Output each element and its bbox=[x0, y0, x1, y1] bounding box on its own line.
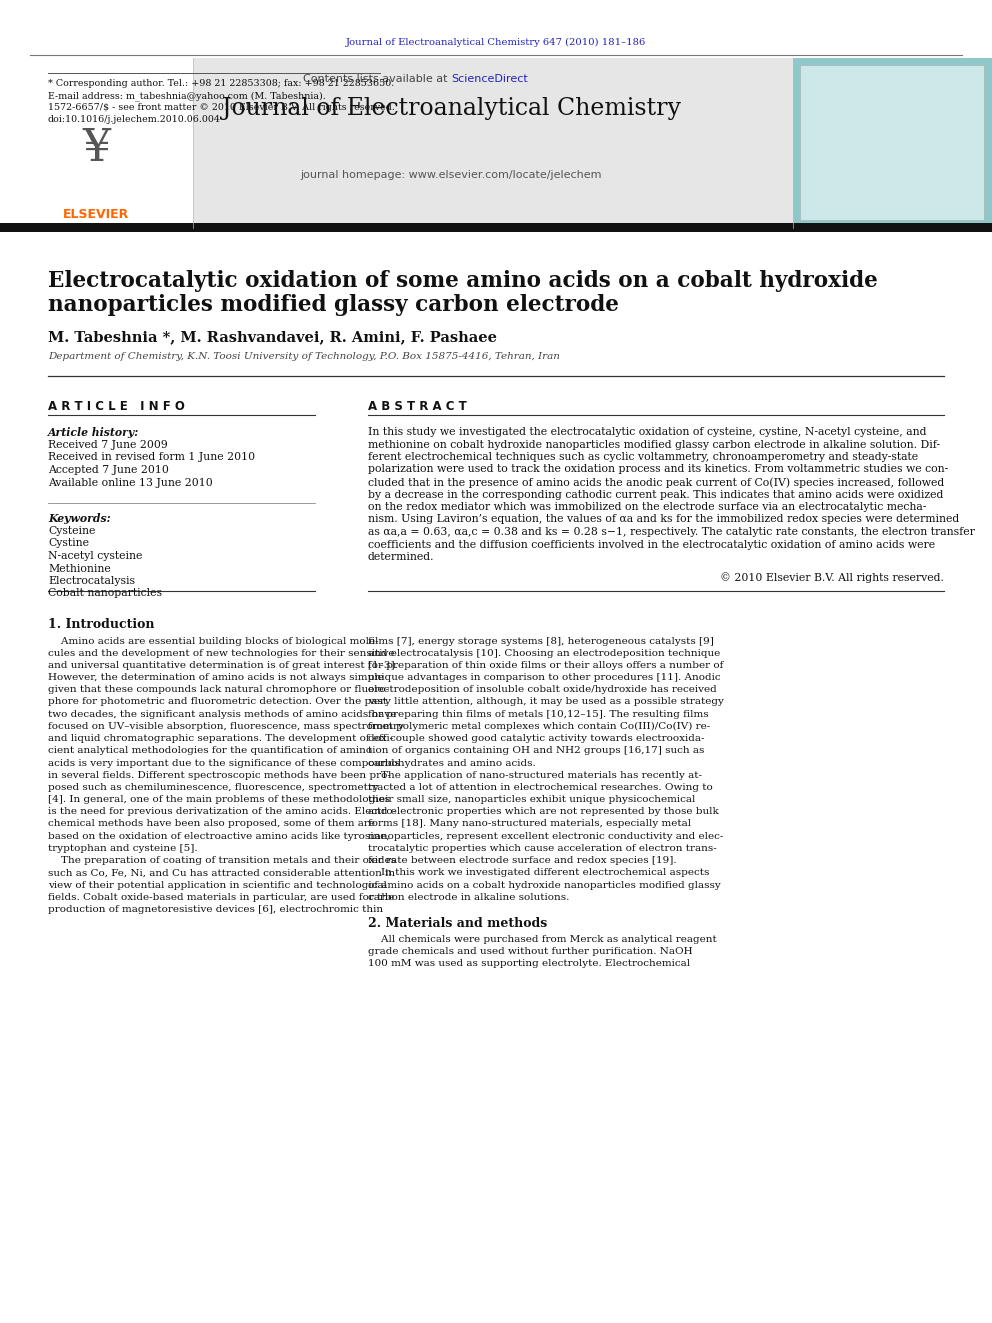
Bar bbox=[0, 224, 992, 232]
Text: In this work we investigated different electrochemical aspects: In this work we investigated different e… bbox=[368, 868, 709, 877]
Text: 2. Materials and methods: 2. Materials and methods bbox=[368, 917, 548, 930]
Text: Electrocatalytic oxidation of some amino acids on a cobalt hydroxide: Electrocatalytic oxidation of some amino… bbox=[48, 270, 878, 292]
Text: electrodeposition of insoluble cobalt oxide/hydroxide has received: electrodeposition of insoluble cobalt ox… bbox=[368, 685, 717, 695]
Text: polarization were used to track the oxidation process and its kinetics. From vol: polarization were used to track the oxid… bbox=[368, 464, 948, 475]
Text: Methionine: Methionine bbox=[48, 564, 111, 573]
Bar bbox=[0, 58, 193, 228]
Text: methionine on cobalt hydroxide nanoparticles modified glassy carbon electrode in: methionine on cobalt hydroxide nanoparti… bbox=[368, 439, 940, 450]
Text: fields. Cobalt oxide-based materials in particular, are used for the: fields. Cobalt oxide-based materials in … bbox=[48, 893, 394, 902]
Text: in several fields. Different spectroscopic methods have been pro-: in several fields. Different spectroscop… bbox=[48, 771, 391, 779]
Text: cluded that in the presence of amino acids the anodic peak current of Co(IV) spe: cluded that in the presence of amino aci… bbox=[368, 478, 944, 488]
Text: based on the oxidation of electroactive amino acids like tyrosine,: based on the oxidation of electroactive … bbox=[48, 832, 390, 840]
Text: journal homepage: www.elsevier.com/locate/jelechem: journal homepage: www.elsevier.com/locat… bbox=[301, 169, 602, 180]
Text: and liquid chromatographic separations. The development of effi-: and liquid chromatographic separations. … bbox=[48, 734, 393, 744]
Text: and electronic properties which are not represented by those bulk: and electronic properties which are not … bbox=[368, 807, 719, 816]
Text: coefficients and the diffusion coefficients involved in the electrocatalytic oxi: coefficients and the diffusion coefficie… bbox=[368, 540, 935, 549]
Text: acids is very important due to the significance of these compounds: acids is very important due to the signi… bbox=[48, 758, 400, 767]
Text: Accepted 7 June 2010: Accepted 7 June 2010 bbox=[48, 464, 169, 475]
Text: 1. Introduction: 1. Introduction bbox=[48, 618, 155, 631]
Text: Journal of Electroanalytical Chemistry: Journal of Electroanalytical Chemistry bbox=[222, 97, 681, 120]
Text: The application of nano-structured materials has recently at-: The application of nano-structured mater… bbox=[368, 771, 702, 779]
Text: E-mail address: m_tabeshnia@yahoo.com (M. Tabeshnia).: E-mail address: m_tabeshnia@yahoo.com (M… bbox=[48, 91, 325, 101]
Text: carbon electrode in alkaline solutions.: carbon electrode in alkaline solutions. bbox=[368, 893, 569, 902]
Text: Electrocatalysis: Electrocatalysis bbox=[48, 576, 135, 586]
Text: and universal quantitative determination is of great interest [1–3].: and universal quantitative determination… bbox=[48, 662, 398, 669]
Text: focused on UV–visible absorption, fluorescence, mass spectrometry: focused on UV–visible absorption, fluore… bbox=[48, 722, 404, 730]
Text: chemical methods have been also proposed, some of them are: chemical methods have been also proposed… bbox=[48, 819, 375, 828]
Text: grade chemicals and used without further purification. NaOH: grade chemicals and used without further… bbox=[368, 947, 692, 957]
Text: Keywords:: Keywords: bbox=[48, 513, 111, 524]
Text: by a decrease in the corresponding cathodic current peak. This indicates that am: by a decrease in the corresponding catho… bbox=[368, 490, 943, 500]
Text: nanoparticles modified glassy carbon electrode: nanoparticles modified glassy carbon ele… bbox=[48, 294, 619, 316]
Text: trocatalytic properties which cause acceleration of electron trans-: trocatalytic properties which cause acce… bbox=[368, 844, 717, 853]
Text: N-acetyl cysteine: N-acetyl cysteine bbox=[48, 550, 143, 561]
Text: nism. Using Laviron’s equation, the values of αa and ks for the immobilized redo: nism. Using Laviron’s equation, the valu… bbox=[368, 515, 959, 524]
Text: * Corresponding author. Tel.: +98 21 22853308; fax: +98 21 22853650.: * Corresponding author. Tel.: +98 21 228… bbox=[48, 79, 394, 89]
Text: phore for photometric and fluorometric detection. Over the past: phore for photometric and fluorometric d… bbox=[48, 697, 387, 706]
Text: of amino acids on a cobalt hydroxide nanoparticles modified glassy: of amino acids on a cobalt hydroxide nan… bbox=[368, 881, 721, 889]
Text: two decades, the significant analysis methods of amino acids have: two decades, the significant analysis me… bbox=[48, 709, 397, 718]
Text: 100 mM was used as supporting electrolyte. Electrochemical: 100 mM was used as supporting electrolyt… bbox=[368, 959, 690, 968]
Text: Received in revised form 1 June 2010: Received in revised form 1 June 2010 bbox=[48, 452, 255, 463]
Text: In this study we investigated the electrocatalytic oxidation of cysteine, cystin: In this study we investigated the electr… bbox=[368, 427, 927, 437]
Text: tracted a lot of attention in electrochemical researches. Owing to: tracted a lot of attention in electroche… bbox=[368, 783, 712, 792]
Text: for preparation of thin oxide films or their alloys offers a number of: for preparation of thin oxide films or t… bbox=[368, 662, 723, 669]
Text: ScienceDirect: ScienceDirect bbox=[451, 74, 528, 83]
Text: view of their potential application in scientific and technological: view of their potential application in s… bbox=[48, 881, 387, 889]
Text: forms [18]. Many nano-structured materials, especially metal: forms [18]. Many nano-structured materia… bbox=[368, 819, 691, 828]
Text: Cobalt nanoparticles: Cobalt nanoparticles bbox=[48, 589, 162, 598]
Text: unique advantages in comparison to other procedures [11]. Anodic: unique advantages in comparison to other… bbox=[368, 673, 720, 683]
Text: tryptophan and cysteine [5].: tryptophan and cysteine [5]. bbox=[48, 844, 197, 853]
Text: Article history:: Article history: bbox=[48, 427, 139, 438]
Text: A R T I C L E   I N F O: A R T I C L E I N F O bbox=[48, 400, 185, 413]
Text: © 2010 Elsevier B.V. All rights reserved.: © 2010 Elsevier B.V. All rights reserved… bbox=[720, 573, 944, 583]
Text: on the redox mediator which was immobilized on the electrode surface via an elec: on the redox mediator which was immobili… bbox=[368, 501, 927, 512]
Bar bbox=[793, 58, 992, 228]
Text: posed such as chemiluminescence, fluorescence, spectrometry: posed such as chemiluminescence, fluores… bbox=[48, 783, 379, 792]
Text: nanoparticles, represent excellent electronic conductivity and elec-: nanoparticles, represent excellent elect… bbox=[368, 832, 723, 840]
Text: given that these compounds lack natural chromophore or fluoro-: given that these compounds lack natural … bbox=[48, 685, 389, 695]
Text: films [7], energy storage systems [8], heterogeneous catalysts [9]: films [7], energy storage systems [8], h… bbox=[368, 636, 714, 646]
Text: doi:10.1016/j.jelechem.2010.06.004: doi:10.1016/j.jelechem.2010.06.004 bbox=[48, 115, 221, 124]
Text: tion of organics containing OH and NH2 groups [16,17] such as: tion of organics containing OH and NH2 g… bbox=[368, 746, 704, 755]
Text: very little attention, although, it may be used as a possible strategy: very little attention, although, it may … bbox=[368, 697, 724, 706]
Text: and electrocatalysis [10]. Choosing an electrodeposition technique: and electrocatalysis [10]. Choosing an e… bbox=[368, 648, 720, 658]
Text: 1572-6657/$ - see front matter © 2010 Elsevier B.V. All rights reserved.: 1572-6657/$ - see front matter © 2010 El… bbox=[48, 103, 395, 112]
Text: from polymeric metal complexes which contain Co(III)/Co(IV) re-: from polymeric metal complexes which con… bbox=[368, 722, 710, 732]
Text: such as Co, Fe, Ni, and Cu has attracted considerable attention in: such as Co, Fe, Ni, and Cu has attracted… bbox=[48, 868, 395, 877]
Bar bbox=[800, 65, 984, 220]
Text: M. Tabeshnia *, M. Rashvandavei, R. Amini, F. Pashaee: M. Tabeshnia *, M. Rashvandavei, R. Amin… bbox=[48, 329, 497, 344]
Text: However, the determination of amino acids is not always simple: However, the determination of amino acid… bbox=[48, 673, 384, 683]
Text: their small size, nanoparticles exhibit unique physicochemical: their small size, nanoparticles exhibit … bbox=[368, 795, 695, 804]
Text: All chemicals were purchased from Merck as analytical reagent: All chemicals were purchased from Merck … bbox=[368, 935, 717, 943]
Text: determined.: determined. bbox=[368, 552, 434, 562]
Text: Contents lists available at: Contents lists available at bbox=[304, 74, 451, 83]
Text: Available online 13 June 2010: Available online 13 June 2010 bbox=[48, 478, 212, 487]
Text: cient analytical methodologies for the quantification of amino: cient analytical methodologies for the q… bbox=[48, 746, 372, 755]
Text: ELSEVIER: ELSEVIER bbox=[62, 208, 129, 221]
Text: Cystine: Cystine bbox=[48, 538, 89, 549]
Text: carbohydrates and amino acids.: carbohydrates and amino acids. bbox=[368, 758, 536, 767]
Text: Journal of Electroanalytical Chemistry 647 (2010) 181–186: Journal of Electroanalytical Chemistry 6… bbox=[346, 38, 646, 48]
Text: fer rate between electrode surface and redox species [19].: fer rate between electrode surface and r… bbox=[368, 856, 677, 865]
Text: [4]. In general, one of the main problems of these methodologies: [4]. In general, one of the main problem… bbox=[48, 795, 390, 804]
Text: cules and the development of new technologies for their sensitive: cules and the development of new technol… bbox=[48, 648, 395, 658]
Text: Amino acids are essential building blocks of biological mole-: Amino acids are essential building block… bbox=[48, 636, 379, 646]
Bar bbox=[0, 58, 992, 228]
Text: for preparing thin films of metals [10,12–15]. The resulting films: for preparing thin films of metals [10,1… bbox=[368, 709, 708, 718]
Text: Cysteine: Cysteine bbox=[48, 527, 95, 536]
Text: The preparation of coating of transition metals and their oxides: The preparation of coating of transition… bbox=[48, 856, 396, 865]
Text: A B S T R A C T: A B S T R A C T bbox=[368, 400, 467, 413]
Text: dox couple showed good catalytic activity towards electrooxida-: dox couple showed good catalytic activit… bbox=[368, 734, 704, 744]
Text: ¥: ¥ bbox=[82, 127, 110, 169]
Text: is the need for previous derivatization of the amino acids. Electro-: is the need for previous derivatization … bbox=[48, 807, 396, 816]
Text: ferent electrochemical techniques such as cyclic voltammetry, chronoamperometry : ferent electrochemical techniques such a… bbox=[368, 452, 919, 462]
Text: Department of Chemistry, K.N. Toosi University of Technology, P.O. Box 15875-441: Department of Chemistry, K.N. Toosi Univ… bbox=[48, 352, 559, 361]
Text: Received 7 June 2009: Received 7 June 2009 bbox=[48, 441, 168, 450]
Text: as αa,a = 0.63, αa,c = 0.38 and ks = 0.28 s−1, respectively. The catalytic rate : as αa,a = 0.63, αa,c = 0.38 and ks = 0.2… bbox=[368, 527, 975, 537]
Text: production of magnetoresistive devices [6], electrochromic thin: production of magnetoresistive devices [… bbox=[48, 905, 383, 914]
